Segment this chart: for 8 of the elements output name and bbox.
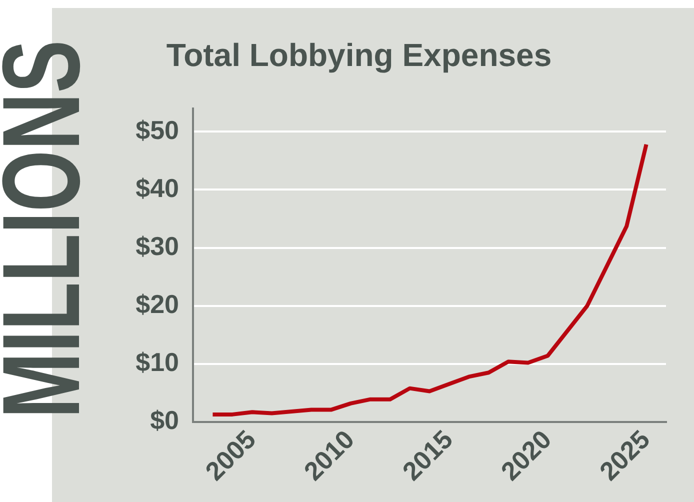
y-tick-label: $50: [136, 114, 179, 145]
y-tick-label: $10: [136, 347, 179, 378]
y-tick-label: $0: [150, 405, 179, 436]
chart-title: Total Lobbying Expenses: [166, 37, 552, 74]
y-tick-label: $20: [136, 289, 179, 320]
y-tick-label: $30: [136, 230, 179, 261]
y-tick-label: $40: [136, 172, 179, 203]
y-axis-title: MILLIONS: [0, 40, 103, 418]
